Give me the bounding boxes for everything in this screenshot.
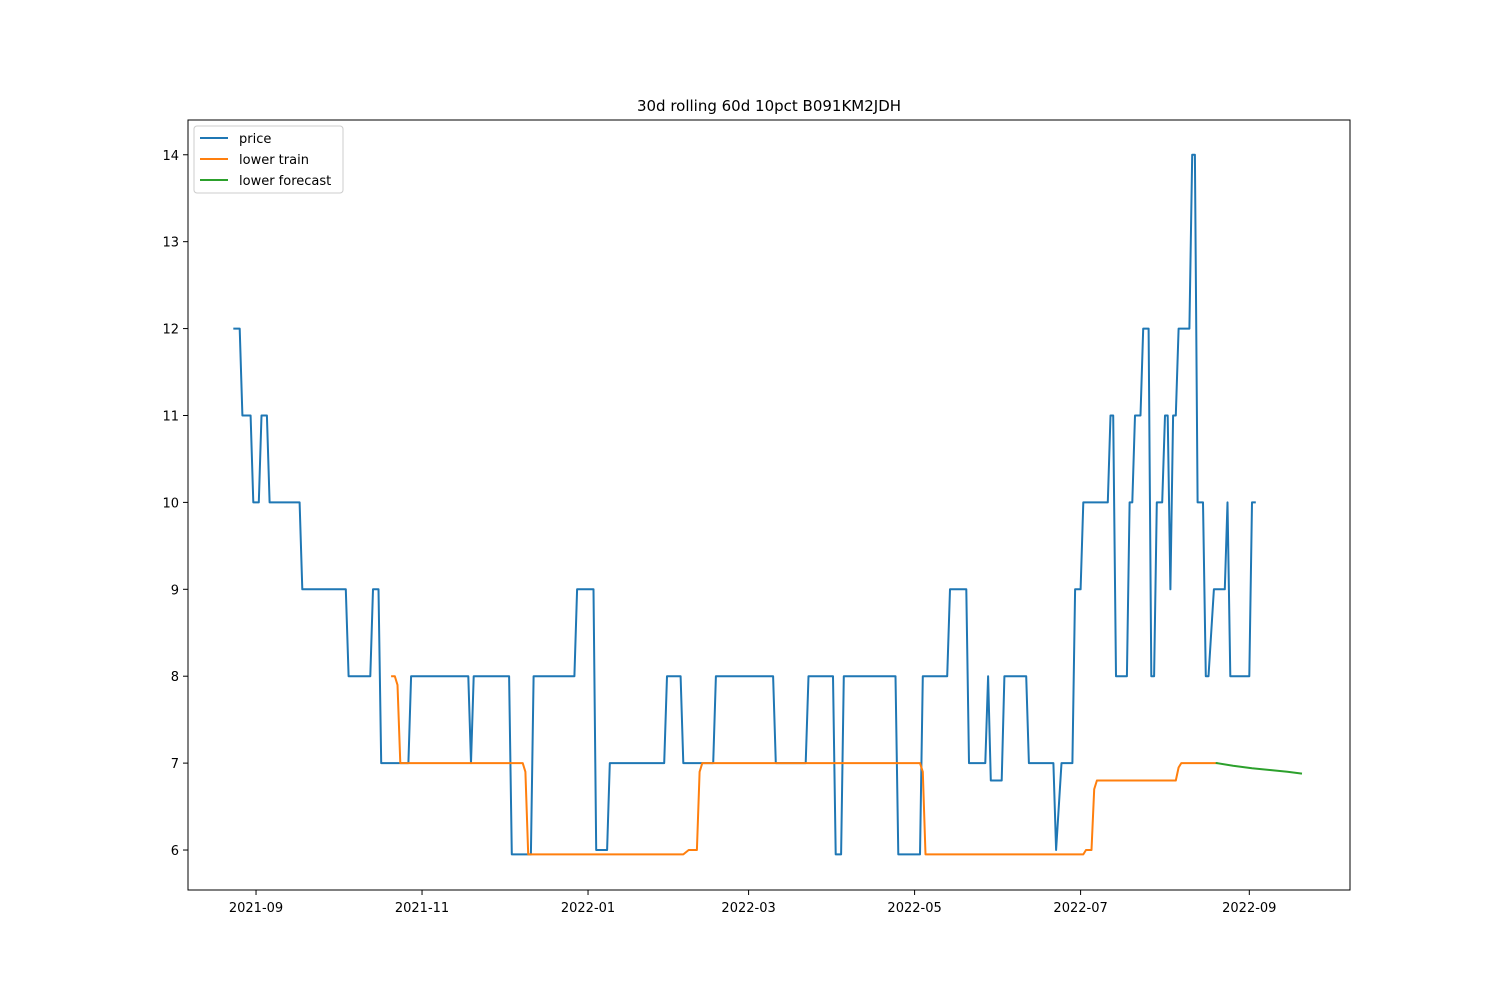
legend: price lower train lower forecast — [193, 125, 344, 194]
x-tick-label: 2022-01 — [561, 901, 615, 916]
y-tick-label: 13 — [162, 236, 179, 251]
y-tick-label: 6 — [171, 844, 179, 859]
legend-box — [193, 125, 344, 194]
x-tick-label: 2022-07 — [1053, 901, 1107, 916]
legend-label: price — [239, 132, 271, 147]
legend-label: lower train — [239, 153, 309, 168]
y-tick-label: 8 — [171, 670, 179, 685]
x-tick-label: 2022-03 — [721, 901, 775, 916]
y-tick-label: 7 — [171, 757, 179, 772]
y-tick-label: 9 — [171, 583, 179, 598]
x-tick-label: 2021-09 — [229, 901, 283, 916]
y-tick-label: 11 — [162, 409, 179, 424]
axis-ticks: 2021-09 2021-11 2022-01 2022-03 2022-05 2022-… — [162, 149, 1276, 916]
series-line-lower-train — [391, 675, 1218, 856]
x-tick-label: 2021-11 — [395, 901, 449, 916]
series-line-lower-forecast — [1215, 761, 1303, 775]
y-tick-label: 10 — [162, 496, 179, 511]
x-tick-label: 2022-09 — [1222, 901, 1276, 916]
y-tick-label: 14 — [162, 149, 179, 164]
series-layer — [233, 153, 1303, 856]
y-tick-label: 12 — [162, 323, 179, 338]
x-tick-label: 2022-05 — [887, 901, 941, 916]
legend-label: lower forecast — [239, 174, 331, 189]
chart-title: 30d rolling 60d 10pct B091KM2JDH — [637, 97, 901, 115]
plot-area-frame — [187, 119, 1351, 891]
